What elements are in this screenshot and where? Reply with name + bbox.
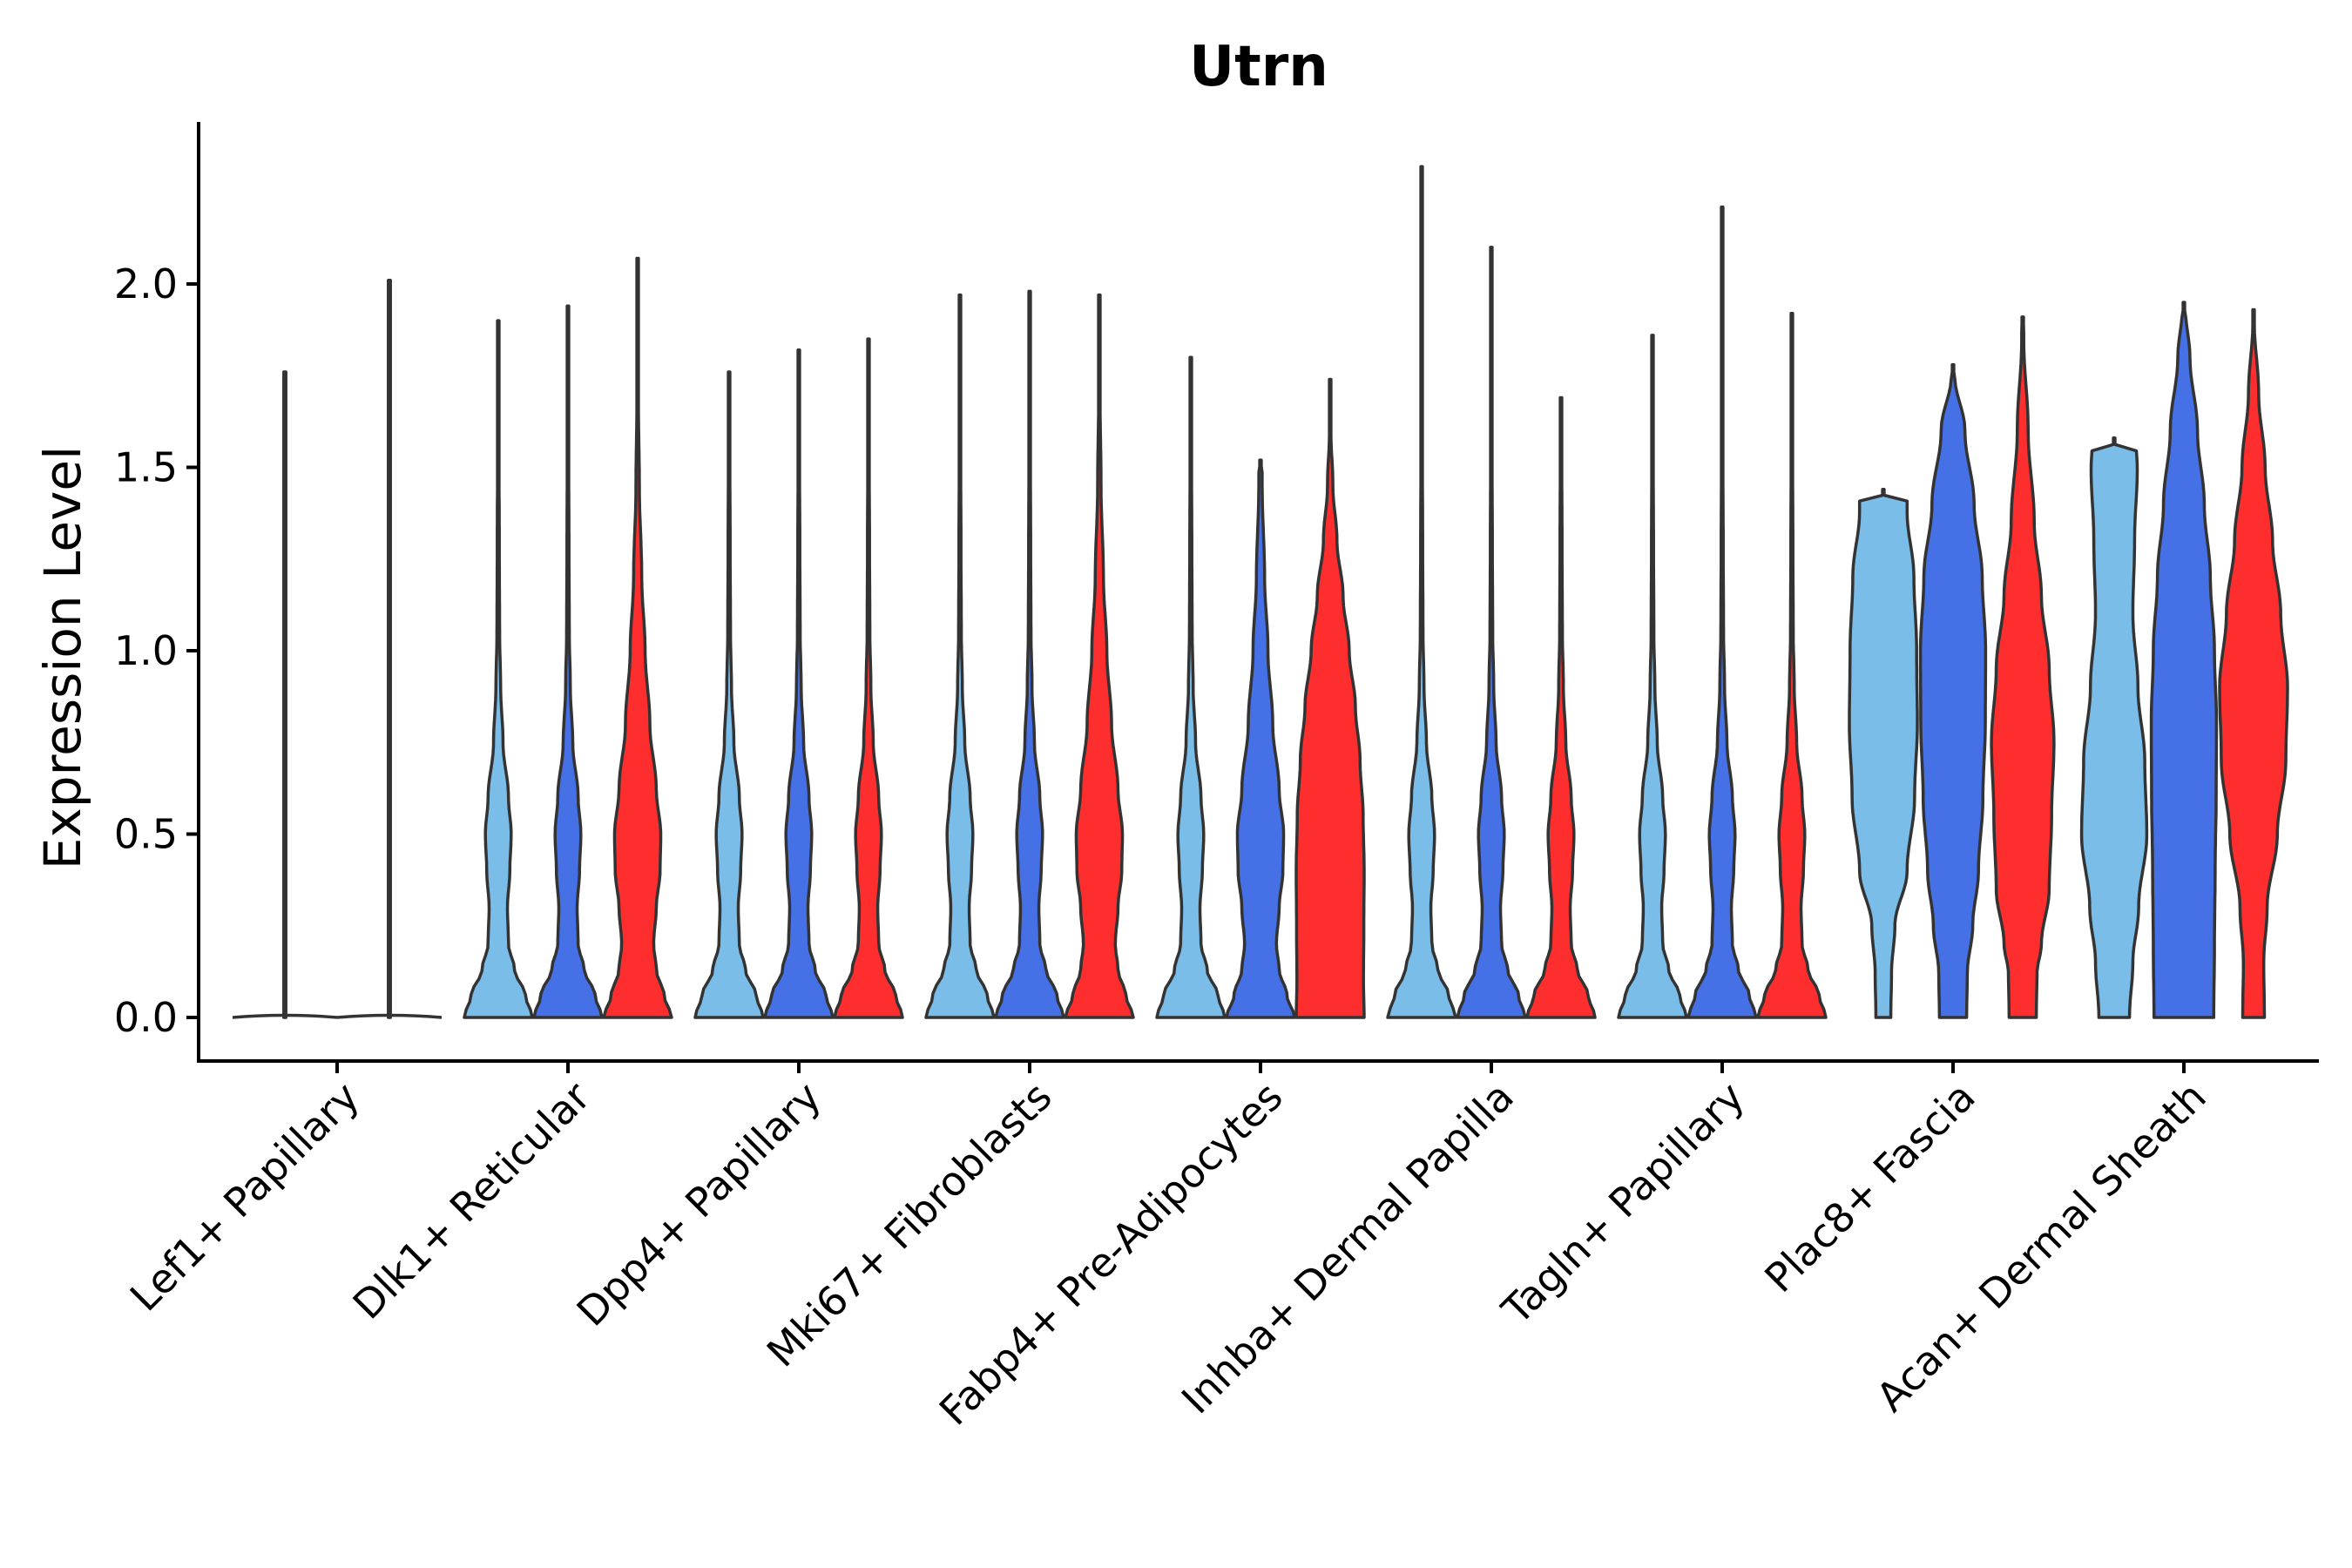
y-tick-label: 1.0 [114,627,178,674]
violin-1-group-2 [387,279,392,1019]
violin-4-group-2 [994,289,1065,1019]
violin-6-group-3 [1525,395,1597,1019]
x-tick-label: Tagln+ Papillary [1492,1073,1754,1335]
violin-5-group-1 [1155,355,1227,1019]
y-axis-label: Expression Level [33,446,92,869]
violin-3-group-2 [763,348,835,1019]
violin-group-layer [232,165,2289,1019]
violin-9-group-1 [2079,436,2149,1019]
y-tick-label: 0.0 [114,994,178,1041]
violin-8-group-1 [1848,488,1919,1019]
y-tick-label: 2.0 [114,260,178,308]
violin-6-group-1 [1386,165,1457,1019]
violin-5-group-3 [1294,377,1366,1019]
violin-9-group-2 [2149,301,2219,1019]
x-tick-label: Plac8+ Fascia [1755,1073,1984,1301]
x-tick-label: Dlk1+ Reticular [344,1073,599,1328]
x-tick-label: Dpp4+ Papillary [568,1073,830,1335]
violin-2-group-1 [463,319,534,1019]
violin-7-group-1 [1617,334,1688,1019]
violin-3-group-1 [693,370,765,1019]
violin-7-group-2 [1686,205,1758,1019]
violin-9-group-3 [2218,308,2289,1019]
y-ticks: 0.0 0.5 1.0 1.5 2.0 [114,260,199,1041]
violin-1-group-1 [282,370,287,1019]
violin-2-group-3 [602,256,673,1019]
violin-4-group-3 [1064,293,1135,1019]
violin-4-group-1 [924,293,996,1019]
violin-5-group-2 [1225,458,1296,1019]
violin-8-group-3 [1990,315,2056,1019]
x-tick-label: Lef1+ Papillary [121,1073,368,1321]
violin-7-group-3 [1756,311,1828,1019]
y-tick-label: 1.5 [114,444,178,491]
chart-title: Utrn [1189,35,1328,99]
violin-3-group-3 [833,337,904,1019]
y-tick-label: 0.5 [114,811,178,858]
violin-2-group-2 [532,304,604,1019]
violin-6-group-2 [1456,246,1527,1019]
violin-8-group-2 [1918,362,1988,1019]
